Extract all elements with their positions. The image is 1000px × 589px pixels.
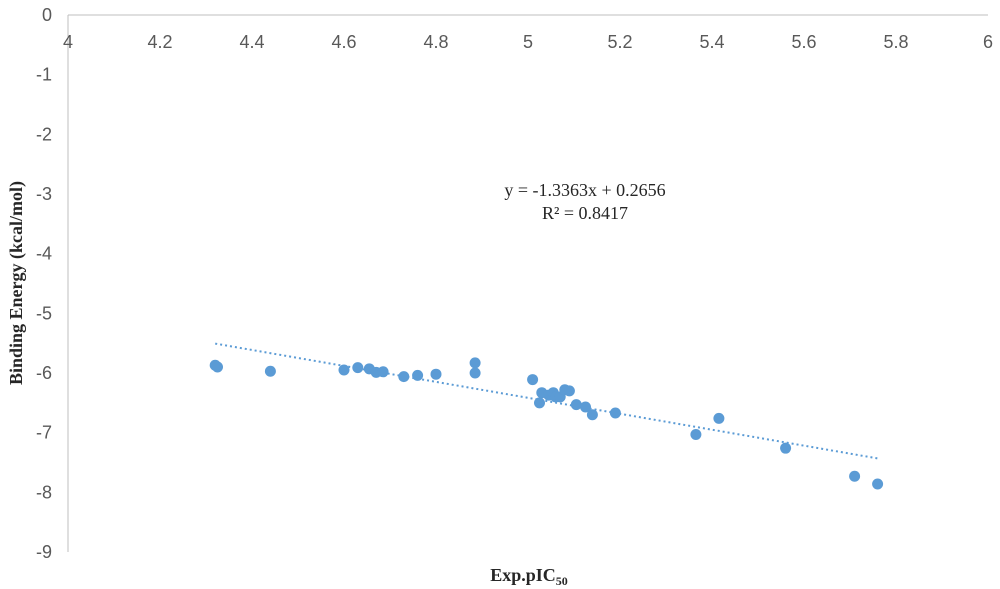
data-point <box>377 366 389 378</box>
x-tick-labels: 4 4.2 4.4 4.6 4.8 5 5.2 5.4 5.6 5.8 6 <box>63 32 993 52</box>
x-tick-label: 4.6 <box>331 32 356 52</box>
x-tick-label: 5 <box>523 32 533 52</box>
trendline-equation: y = -1.3363x + 0.2656 <box>504 180 665 200</box>
y-tick-label: -3 <box>36 184 52 204</box>
data-point <box>338 364 350 376</box>
data-point <box>580 401 591 413</box>
y-tick-label: 0 <box>42 5 52 25</box>
y-tick-label: -6 <box>36 363 52 383</box>
data-point <box>780 442 792 454</box>
data-point <box>609 407 621 419</box>
data-points <box>209 357 884 490</box>
y-tick-label: -1 <box>36 65 52 85</box>
y-tick-labels: 0 -1 -2 -3 -4 -5 -6 -7 -8 -9 <box>36 5 52 562</box>
x-tick-label: 4.8 <box>423 32 448 52</box>
y-tick-label: -8 <box>36 482 52 502</box>
y-tick-label: -4 <box>36 244 52 264</box>
x-tick-label: 6 <box>983 32 993 52</box>
x-tick-label: 4.4 <box>239 32 264 52</box>
data-point <box>352 362 364 374</box>
x-tick-label: 5.8 <box>883 32 908 52</box>
data-point <box>849 470 861 482</box>
trendline-label: y = -1.3363x + 0.2656 R² = 0.8417 <box>504 180 665 223</box>
data-point <box>212 361 223 373</box>
data-point <box>527 374 539 386</box>
x-tick-label: 4 <box>63 32 73 52</box>
data-point <box>713 412 725 424</box>
trendline-group <box>215 342 878 460</box>
data-point <box>563 385 575 397</box>
data-point <box>690 428 702 440</box>
trendline <box>215 342 878 460</box>
trendline-r-squared: R² = 0.8417 <box>542 203 628 223</box>
data-point <box>398 371 410 383</box>
y-tick-label: -9 <box>36 542 52 562</box>
data-point <box>872 478 884 490</box>
data-point <box>469 357 481 369</box>
data-point <box>412 369 424 381</box>
x-axis-title: Exp.pIC50 <box>490 565 568 588</box>
data-point <box>586 409 598 421</box>
x-axis-title-subscript: 50 <box>556 574 568 588</box>
data-point <box>570 399 582 411</box>
x-tick-label: 5.4 <box>699 32 724 52</box>
x-axis-title-main: Exp.pIC <box>490 565 556 585</box>
data-point <box>264 365 276 377</box>
y-tick-label: -7 <box>36 423 52 443</box>
data-point <box>469 367 481 379</box>
data-point <box>534 397 545 409</box>
x-tick-label: 5.2 <box>607 32 632 52</box>
y-axis-title: Binding Energy (kcal/mol) <box>6 181 27 385</box>
x-tick-label: 5.6 <box>791 32 816 52</box>
x-tick-label: 4.2 <box>147 32 172 52</box>
y-tick-label: -2 <box>36 124 52 144</box>
y-tick-label: -5 <box>36 303 52 323</box>
data-point <box>430 368 442 380</box>
axes <box>67 14 988 552</box>
